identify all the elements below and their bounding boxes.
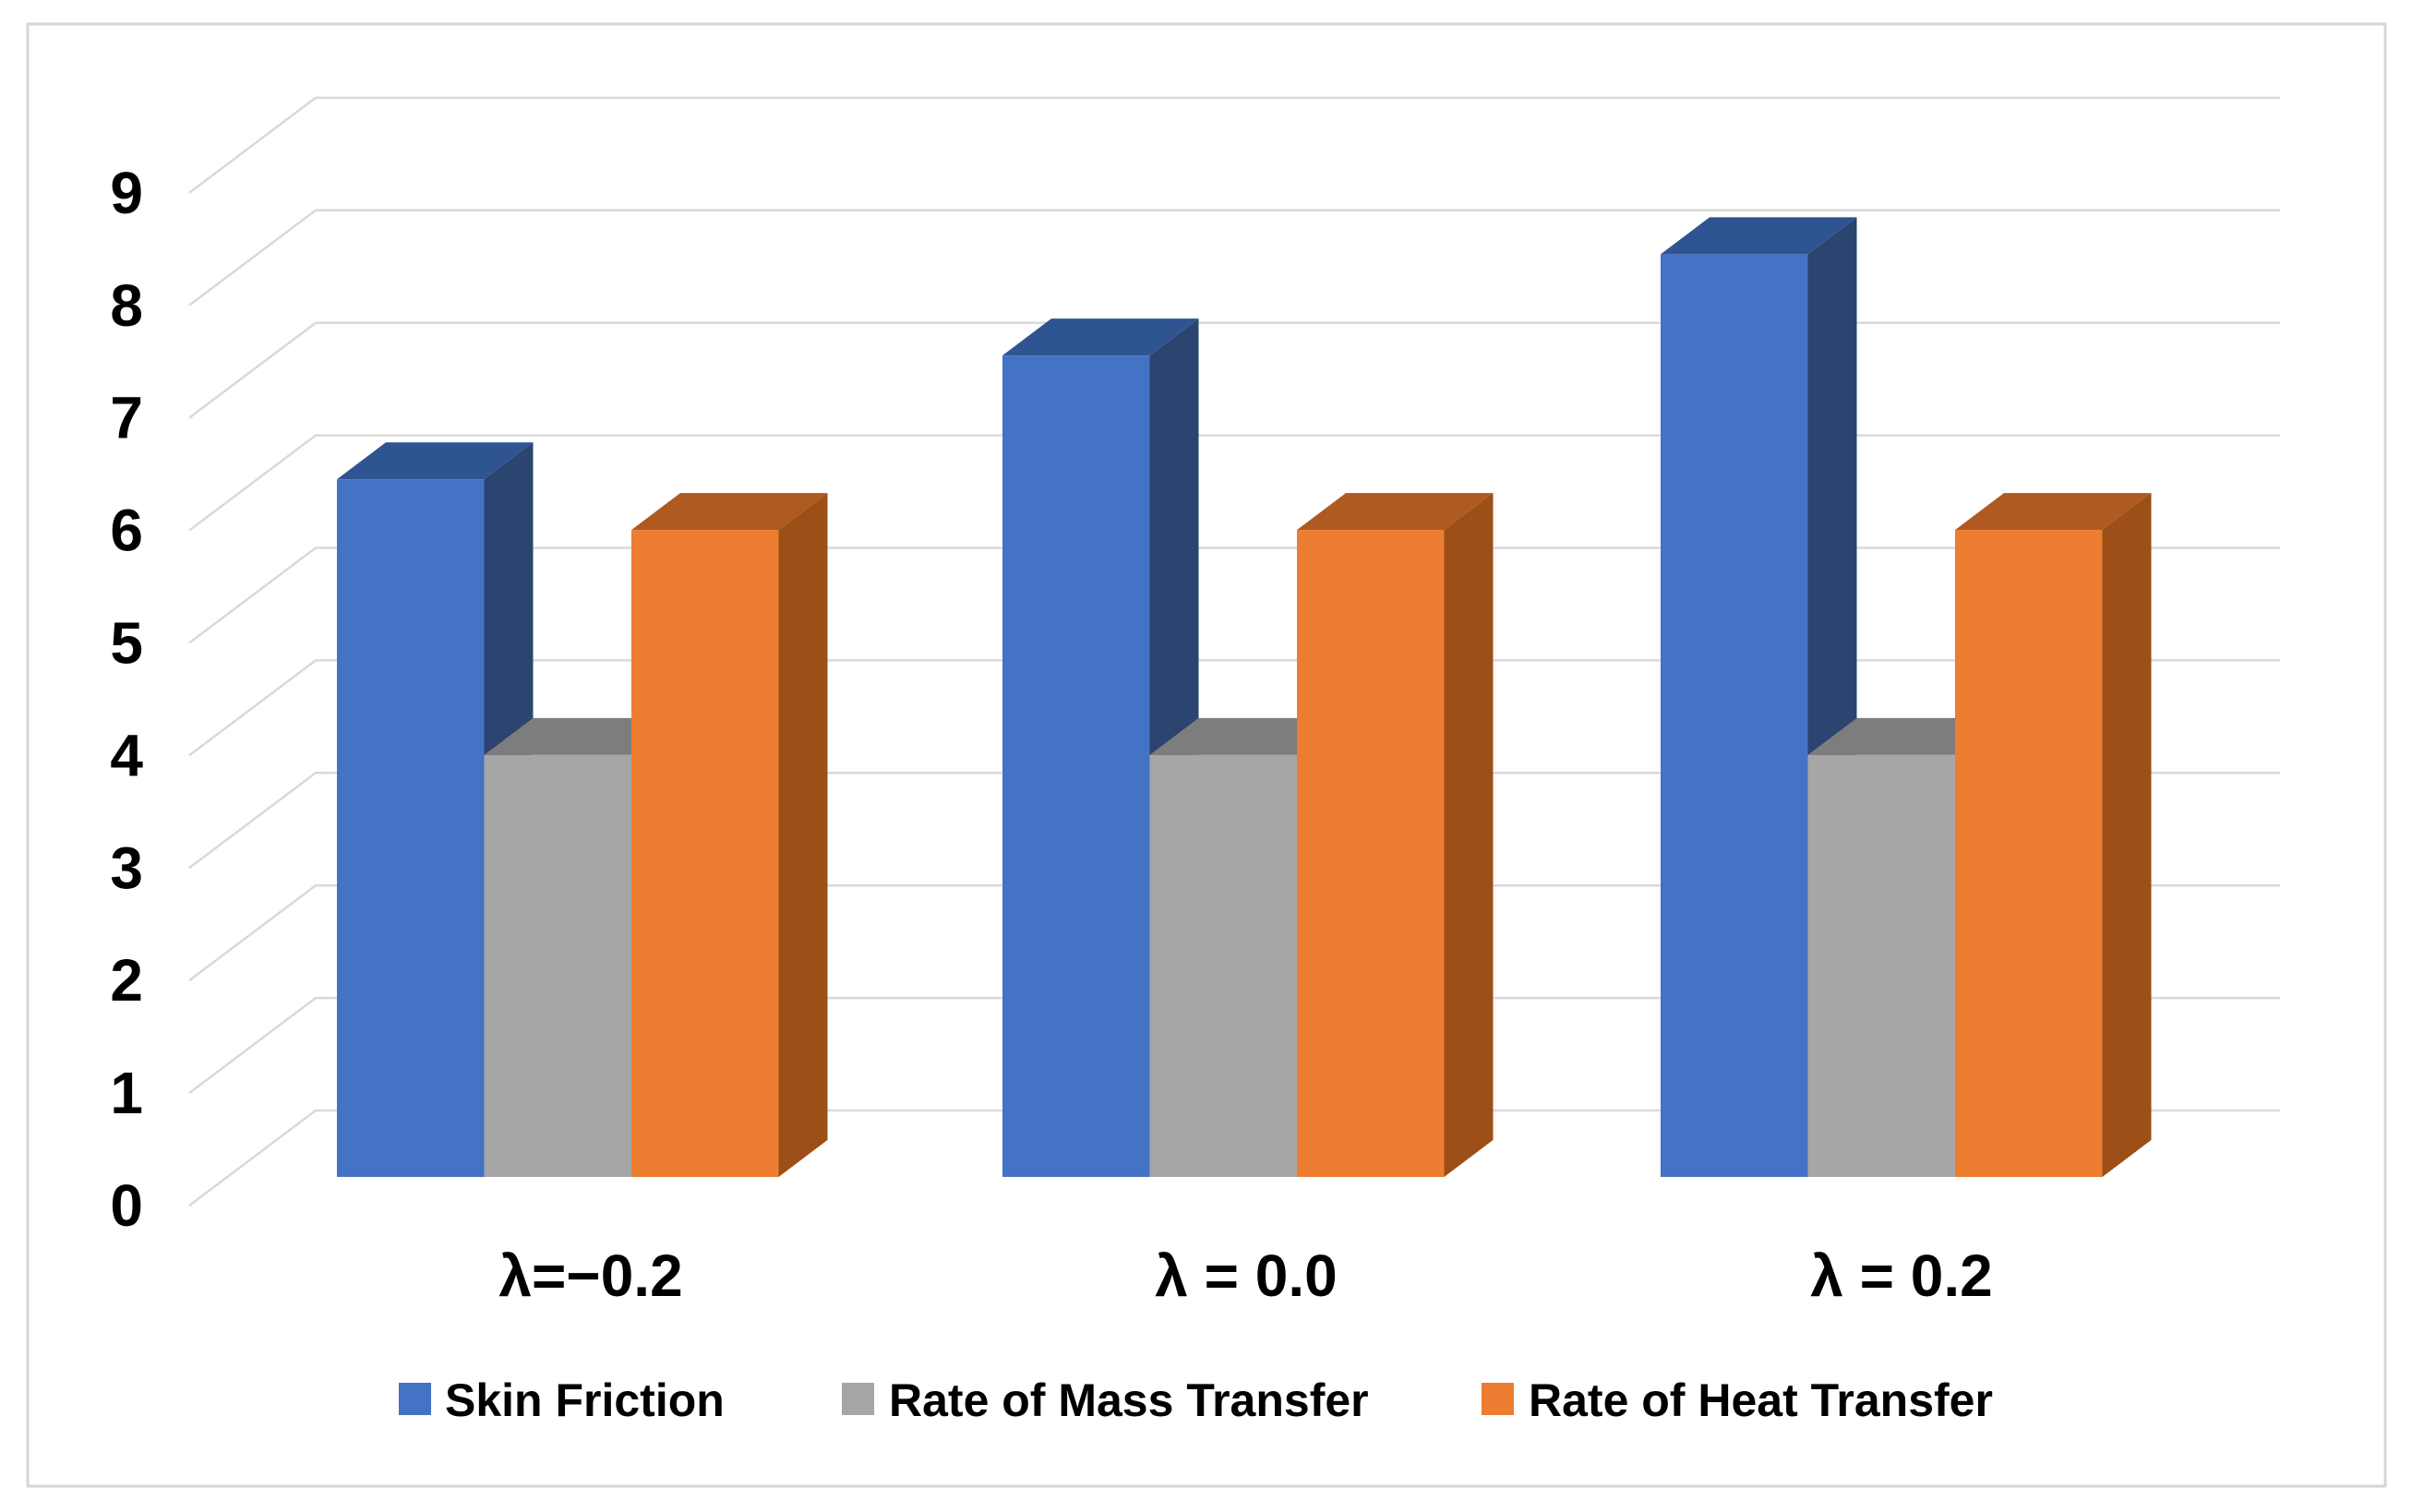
bar-rate-of-heat-transfer-group3-top (1955, 493, 2152, 531)
bar-rate-of-heat-transfer-group3-side (2102, 493, 2152, 1177)
bar-skin-friction-group1-top (337, 442, 534, 480)
legend-swatch-rate-of-mass-transfer (842, 1383, 874, 1415)
bar-skin-friction-group2-front (1002, 355, 1150, 1177)
gridline-7 (188, 321, 2280, 419)
legend-swatch-rate-of-heat-transfer (1482, 1383, 1514, 1415)
legend-item-rate-of-heat-transfer: Rate of Heat Transfer (1482, 1374, 1993, 1426)
bar-rate-of-heat-transfer-group1-side (778, 493, 828, 1177)
gridline-8 (188, 209, 2280, 306)
legend-label-skin-friction: Skin Friction (445, 1374, 725, 1426)
gridline-6 (188, 434, 2280, 532)
bar-rate-of-heat-transfer-group1-front (631, 530, 779, 1177)
bar-rate-of-mass-transfer-group1-top (484, 717, 680, 755)
legend-label-rate-of-mass-transfer: Rate of Mass Transfer (889, 1374, 1369, 1426)
y-axis-tick-2: 2 (110, 947, 143, 1014)
legend-item-rate-of-mass-transfer: Rate of Mass Transfer (842, 1374, 1369, 1426)
gridline-9 (188, 96, 2280, 194)
bar-rate-of-heat-transfer-group2-front (1297, 530, 1445, 1177)
bar-rate-of-mass-transfer-group3-front (1807, 754, 1955, 1177)
x-axis-label-2: λ = 0.0 (1155, 1242, 1338, 1309)
y-axis-tick-1: 1 (110, 1060, 143, 1126)
bar-rate-of-mass-transfer-group3-top (1807, 717, 2004, 755)
y-axis-tick-3: 3 (110, 834, 143, 901)
chart-border (26, 22, 2387, 1488)
y-axis-tick-0: 0 (110, 1172, 143, 1239)
bar-rate-of-mass-transfer-group2-top (1149, 717, 1346, 755)
gridline-1 (188, 996, 2280, 1095)
gridline-5 (188, 546, 2280, 644)
bar-skin-friction-group2-top (1002, 318, 1199, 356)
bar-rate-of-heat-transfer-group2-top (1297, 493, 1494, 531)
bar-rate-of-heat-transfer-group3-front (1955, 530, 2103, 1177)
bar-rate-of-mass-transfer-group2-front (1149, 754, 1297, 1177)
bar-skin-friction-group1-front (337, 479, 485, 1177)
gridline-0 (188, 1109, 2280, 1206)
y-axis-tick-9: 9 (110, 160, 143, 226)
y-axis-tick-4: 4 (110, 722, 143, 788)
y-axis-tick-5: 5 (110, 610, 143, 677)
y-axis-tick-7: 7 (110, 385, 143, 451)
gridline-4 (188, 659, 2280, 757)
y-axis-tick-6: 6 (110, 498, 143, 564)
gridline-2 (188, 883, 2280, 982)
bar-rate-of-heat-transfer-group2-side (1444, 493, 1494, 1177)
bar-rate-of-heat-transfer-group1-top (631, 493, 828, 531)
legend-swatch-skin-friction (399, 1383, 431, 1415)
legend-label-rate-of-heat-transfer: Rate of Heat Transfer (1529, 1374, 1993, 1426)
gridline-3 (188, 772, 2280, 870)
bar-skin-friction-group3-front (1661, 254, 1808, 1177)
y-axis-tick-8: 8 (110, 272, 143, 339)
x-axis-label-3: λ = 0.2 (1810, 1242, 1993, 1309)
bar-rate-of-mass-transfer-group1-front (484, 754, 631, 1177)
bar-skin-friction-group3-top (1661, 217, 1857, 255)
x-axis-label-1: λ=−0.2 (498, 1242, 682, 1309)
legend-item-skin-friction: Skin Friction (399, 1374, 725, 1426)
